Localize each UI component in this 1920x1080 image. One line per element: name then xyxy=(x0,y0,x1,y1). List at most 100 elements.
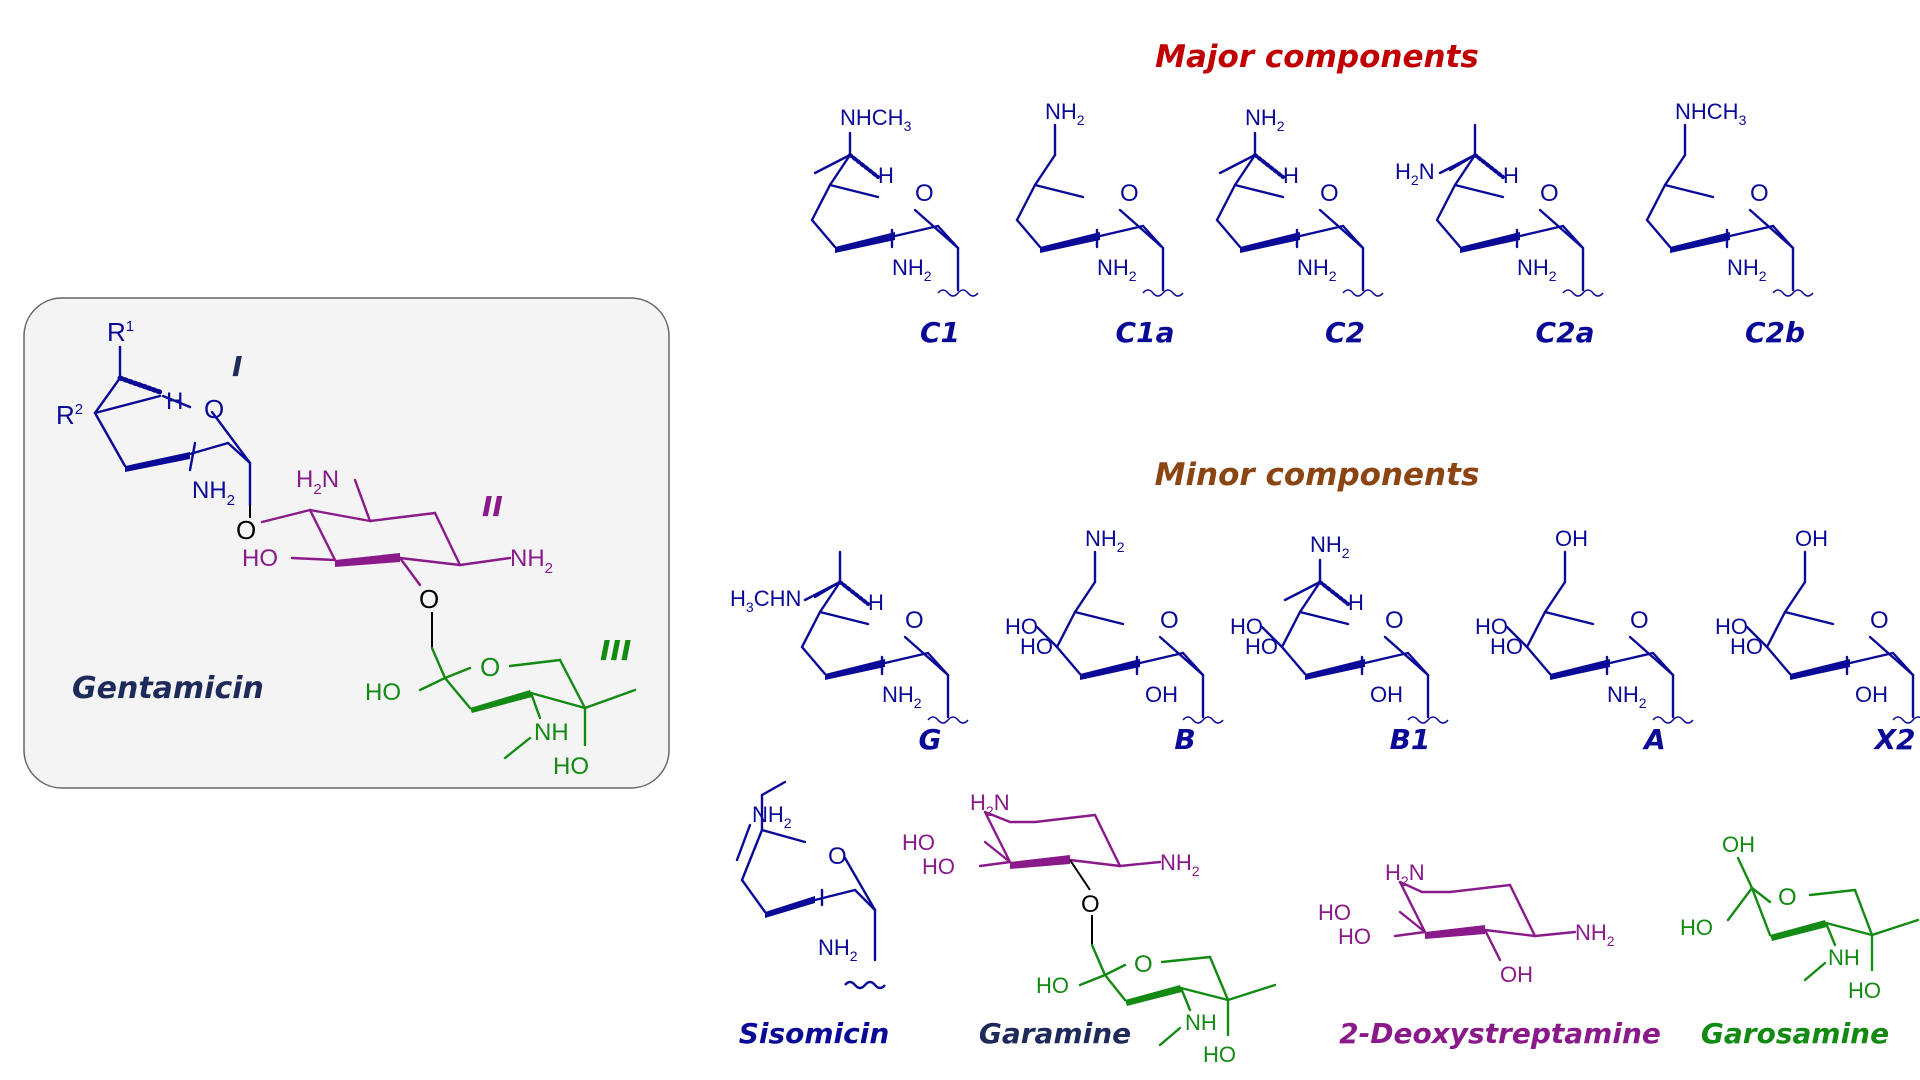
ring-O: O xyxy=(1870,607,1889,634)
ring-NH2: NH2 xyxy=(1297,255,1337,284)
ring-III-HO-left: HO xyxy=(365,679,401,706)
component-G: O NH2 H H3CHN G xyxy=(730,550,969,756)
garamine-structure: H2N HO HO NH2 O O HO NH HO Garamine xyxy=(902,790,1277,1067)
component-B1-label: B1 xyxy=(1390,723,1431,756)
ring-OH: OH xyxy=(1370,682,1403,707)
ring-I-H: H xyxy=(166,388,183,415)
component-C2a: O NH2 H H2N C2a xyxy=(1395,123,1604,349)
ring-H: H xyxy=(868,590,884,615)
ring-H: H xyxy=(878,163,894,188)
garamine-H2N: H2N xyxy=(970,790,1010,819)
deoxystreptamine-NH2: NH2 xyxy=(1575,920,1615,949)
ring-O: O xyxy=(1385,607,1404,634)
r2-label: R2 xyxy=(56,400,83,430)
component-C2b-label: C2b xyxy=(1745,316,1805,349)
ring-III xyxy=(418,646,637,760)
ring-HO-1: HO xyxy=(1475,614,1508,639)
component-C1a: O NH2 NH2 C1a xyxy=(1015,99,1184,349)
ring-II-H2N: H2N xyxy=(296,466,339,498)
ring-O: O xyxy=(1320,180,1339,207)
ring-III-HO-bottom: HO xyxy=(553,753,589,780)
ring-II xyxy=(260,478,512,587)
ring-I xyxy=(93,345,252,507)
link-O-1: O xyxy=(236,515,256,545)
ring-HO-1: HO xyxy=(1230,614,1263,639)
garosamine-O: O xyxy=(1778,884,1797,911)
sisomicin-structure: NH2 O NH2 Sisomicin xyxy=(735,780,890,1050)
ring-top-group: OH xyxy=(1555,526,1588,551)
ring-I-label: I xyxy=(232,350,242,383)
ring-left-group: H3CHN xyxy=(730,586,801,615)
garosamine-structure: OH O HO NH HO Garosamine xyxy=(1680,832,1920,1050)
garamine-NH: NH xyxy=(1185,1010,1217,1035)
deoxystreptamine-OH: OH xyxy=(1500,962,1533,987)
component-C2a-label: C2a xyxy=(1536,316,1595,349)
ring-II-NH2: NH2 xyxy=(510,545,553,577)
deoxystreptamine-H2N: H2N xyxy=(1385,860,1425,889)
ring-I-O: O xyxy=(204,394,224,424)
ring-O: O xyxy=(915,180,934,207)
ring-O: O xyxy=(905,607,924,634)
major-components-header: Major components xyxy=(1155,39,1479,75)
ring-III-O: O xyxy=(480,652,500,682)
ring-O: O xyxy=(1160,607,1179,634)
component-X2-label: X2 xyxy=(1872,723,1915,756)
deoxystreptamine-HO-1: HO xyxy=(1318,900,1351,925)
component-G-label: G xyxy=(919,723,942,756)
sisomicin-O: O xyxy=(828,843,847,870)
component-C1-label: C1 xyxy=(920,316,960,349)
ring-OH: OH xyxy=(1855,682,1888,707)
ring-NH2: NH2 xyxy=(1097,255,1137,284)
gentamicin-panel-box xyxy=(23,297,670,789)
component-A-label: A xyxy=(1642,723,1666,756)
garamine-NH2: NH2 xyxy=(1160,850,1200,879)
ring-H: H xyxy=(1503,163,1519,188)
ring-top-group: NH2 xyxy=(1310,532,1350,561)
ring-top-group: NHCH3 xyxy=(1675,99,1747,128)
sisomicin-label: Sisomicin xyxy=(739,1017,890,1050)
deoxystreptamine-label: 2-Deoxystreptamine xyxy=(1339,1017,1661,1050)
garosamine-HO-1: HO xyxy=(1680,915,1713,940)
major-components-row: O NH2 H NHCH3 C1 O NH2 NH2 C1a O NH2 H NH2 C2 O NH2 H H2N… xyxy=(810,99,1814,349)
gentamicin-panel: R1 R2 H O NH2 I O H2N HO NH2 II O xyxy=(23,297,670,789)
minor-components-row: ONH2HH3CHNGOOHHOHONH2BOOHHOHOHNH2B1ONH2H… xyxy=(730,526,1920,756)
ring-left-group: H2N xyxy=(1395,159,1435,188)
component-C1a-label: C1a xyxy=(1116,316,1175,349)
ring-H: H xyxy=(1348,590,1364,615)
ring-O: O xyxy=(1630,607,1649,634)
garamine-HO-1: HO xyxy=(902,830,935,855)
ring-HO-1: HO xyxy=(1005,614,1038,639)
ring-top-group: NH2 xyxy=(1245,105,1285,134)
ring-NH2: NH2 xyxy=(1517,255,1557,284)
ring-O: O xyxy=(1120,180,1139,207)
garamine-label: Garamine xyxy=(979,1017,1131,1050)
sisomicin-NH2-top: NH2 xyxy=(752,802,792,831)
ring-NH2: NH2 xyxy=(892,255,932,284)
ring-III-label: III xyxy=(600,634,631,667)
ring-NH2: NH2 xyxy=(1727,255,1767,284)
ring-top-group: OH xyxy=(1795,526,1828,551)
ring-top-group: NH2 xyxy=(1045,99,1085,128)
garosamine-OH: OH xyxy=(1722,832,1755,857)
minor-components-header: Minor components xyxy=(1155,457,1480,493)
garosamine-HO-2: HO xyxy=(1848,978,1881,1003)
ring-OH: OH xyxy=(1145,682,1178,707)
component-C1: O NH2 H NHCH3 C1 xyxy=(810,105,979,349)
deoxystreptamine-HO-2: HO xyxy=(1338,924,1371,949)
ring-NH2: NH2 xyxy=(1607,682,1647,711)
gentamicin-name: Gentamicin xyxy=(72,671,264,706)
ring-O: O xyxy=(1540,180,1559,207)
r1-label: R1 xyxy=(107,317,134,347)
garamine-HO-3: HO xyxy=(1036,973,1069,998)
component-B-label: B xyxy=(1174,723,1195,756)
deoxystreptamine-structure: H2N HO HO NH2 OH 2-Deoxystreptamine xyxy=(1318,860,1661,1050)
sisomicin-NH2: NH2 xyxy=(818,935,858,964)
garamine-HO-4: HO xyxy=(1203,1042,1236,1067)
component-C2-label: C2 xyxy=(1325,316,1365,349)
garamine-HO-2: HO xyxy=(922,854,955,879)
ring-top-group: NH2 xyxy=(1085,526,1125,555)
